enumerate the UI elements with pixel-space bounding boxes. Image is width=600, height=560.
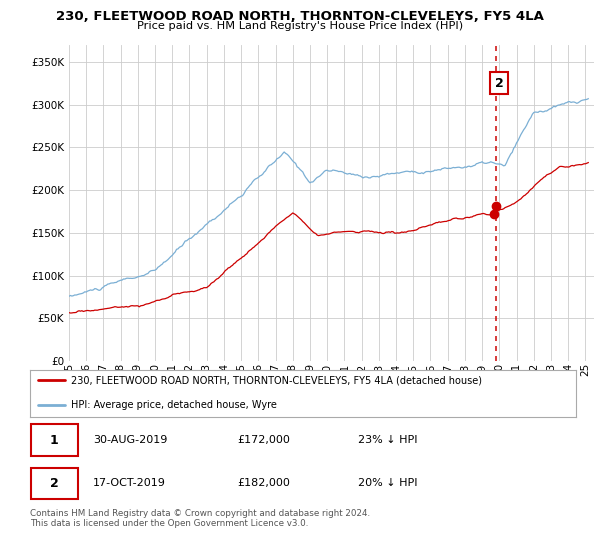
Text: 230, FLEETWOOD ROAD NORTH, THORNTON-CLEVELEYS, FY5 4LA: 230, FLEETWOOD ROAD NORTH, THORNTON-CLEV… [56, 10, 544, 22]
Text: 2: 2 [494, 77, 503, 90]
Text: HPI: Average price, detached house, Wyre: HPI: Average price, detached house, Wyre [71, 400, 277, 410]
Text: 17-OCT-2019: 17-OCT-2019 [93, 478, 166, 488]
Text: 2: 2 [50, 477, 58, 490]
FancyBboxPatch shape [31, 424, 77, 456]
Text: 230, FLEETWOOD ROAD NORTH, THORNTON-CLEVELEYS, FY5 4LA (detached house): 230, FLEETWOOD ROAD NORTH, THORNTON-CLEV… [71, 375, 482, 385]
Text: £182,000: £182,000 [238, 478, 290, 488]
Text: £172,000: £172,000 [238, 435, 290, 445]
Text: Contains HM Land Registry data © Crown copyright and database right 2024.
This d: Contains HM Land Registry data © Crown c… [30, 509, 370, 529]
Text: 20% ↓ HPI: 20% ↓ HPI [358, 478, 417, 488]
Text: 23% ↓ HPI: 23% ↓ HPI [358, 435, 417, 445]
Text: 30-AUG-2019: 30-AUG-2019 [93, 435, 167, 445]
Text: Price paid vs. HM Land Registry's House Price Index (HPI): Price paid vs. HM Land Registry's House … [137, 21, 463, 31]
FancyBboxPatch shape [31, 468, 77, 499]
Text: 1: 1 [50, 433, 58, 447]
